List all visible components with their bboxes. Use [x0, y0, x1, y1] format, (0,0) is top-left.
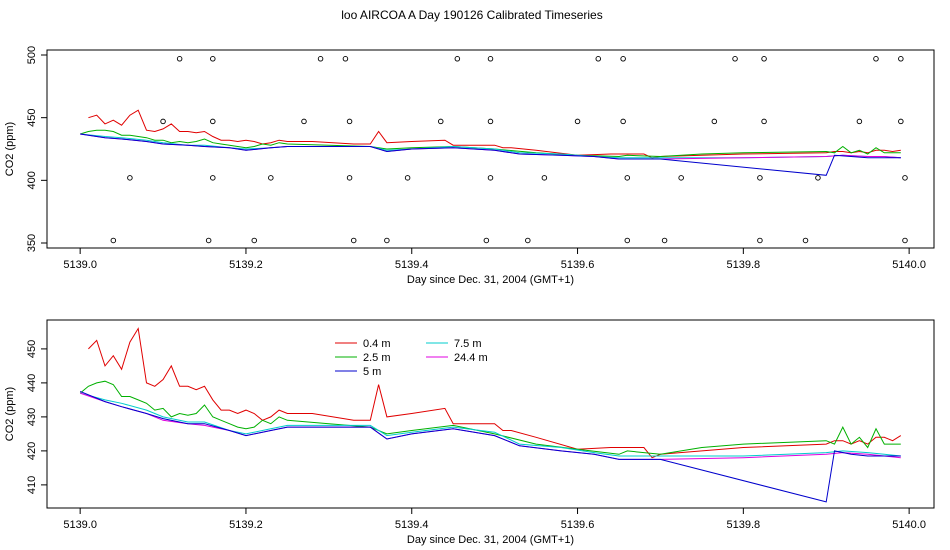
scatter-point — [438, 118, 444, 125]
y-tick-label: 440 — [26, 374, 38, 392]
x-tick-label: 5140.0 — [892, 519, 926, 531]
scatter-point — [525, 237, 531, 244]
series-line-blue — [80, 133, 901, 176]
scatter-point — [487, 56, 494, 62]
x-tick-label: 5140.0 — [892, 259, 926, 271]
scatter-point — [251, 237, 257, 244]
scatter-point — [127, 175, 133, 181]
scatter-point — [815, 175, 821, 181]
scatter-point — [454, 56, 461, 62]
scatter-point — [346, 175, 353, 181]
scatter-point — [384, 237, 390, 244]
x-tick-label: 5139.4 — [395, 259, 429, 271]
plot-frame — [46, 49, 935, 249]
y-tick-label: 420 — [26, 442, 38, 460]
plot-area — [80, 56, 908, 244]
scatter-point — [210, 56, 216, 62]
legend-label: 0.4 m — [363, 338, 391, 350]
scatter-point — [856, 118, 863, 125]
scatter-point — [301, 118, 307, 125]
series-line-green — [80, 129, 901, 158]
y-tick-label: 350 — [26, 234, 38, 252]
scatter-point — [541, 175, 548, 181]
scatter-point — [802, 237, 809, 244]
scatter-point — [487, 118, 494, 125]
scatter-point — [595, 56, 602, 62]
scatter-point — [404, 175, 411, 181]
y-tick-label: 500 — [26, 46, 38, 64]
x-tick-label: 5139.4 — [395, 519, 429, 531]
y-tick-label: 430 — [26, 408, 38, 426]
scatter-point — [210, 175, 216, 181]
x-tick-label: 5139.6 — [561, 519, 595, 531]
x-tick-label: 5139.0 — [63, 519, 97, 531]
y-tick-label: 400 — [26, 171, 38, 189]
series-line-red — [88, 327, 902, 459]
legend-label: 7.5 m — [454, 338, 482, 350]
scatter-point — [317, 56, 324, 62]
x-tick-label: 5139.2 — [229, 259, 263, 271]
scatter-point — [761, 118, 767, 125]
series-line-cyan — [80, 133, 901, 159]
legend-label: 2.5 m — [363, 352, 391, 364]
series-line-red — [88, 109, 901, 159]
scatter-point — [268, 175, 274, 181]
y-tick-label: 450 — [26, 108, 38, 126]
y-tick-label: 410 — [26, 476, 38, 494]
y-axis-label: CO2 (ppm) — [4, 387, 16, 441]
scatter-point — [898, 56, 904, 62]
scatter-point — [732, 56, 738, 62]
scatter-point — [898, 118, 904, 125]
scatter-point — [342, 56, 349, 62]
series-line-magenta — [80, 392, 901, 460]
y-axis-label: CO2 (ppm) — [4, 122, 16, 176]
series-line-cyan — [80, 392, 901, 457]
scatter-point — [902, 237, 908, 244]
plot-frame — [46, 319, 935, 509]
scatter-point — [711, 118, 718, 125]
x-axis-label: Day since Dec. 31, 2004 (GMT+1) — [407, 274, 574, 286]
scatter-point — [661, 237, 668, 244]
scatter-point — [205, 237, 212, 244]
scatter-point — [757, 175, 763, 181]
y-tick-label: 450 — [26, 340, 38, 358]
x-tick-label: 5139.6 — [561, 259, 595, 271]
x-tick-label: 5139.8 — [727, 519, 761, 531]
series-line-blue — [80, 390, 901, 503]
scatter-point — [873, 56, 879, 62]
scatter-point — [110, 237, 117, 244]
scatter-point — [620, 118, 626, 125]
legend: 0.4 m 2.5 m 5 m 7.5 m 24.4 m — [335, 338, 488, 378]
x-tick-label: 5139.8 — [727, 259, 761, 271]
scatter-point — [902, 175, 908, 181]
x-tick-label: 5139.2 — [229, 519, 263, 531]
figure-title: loo AIRCOA A Day 190126 Calibrated Times… — [341, 8, 602, 22]
scatter-point — [487, 175, 494, 181]
scatter-point — [620, 56, 626, 62]
legend-label: 5 m — [363, 366, 381, 378]
scatter-point — [483, 237, 490, 244]
legend-label: 24.4 m — [454, 352, 488, 364]
scatter-point — [757, 237, 763, 244]
x-tick-label: 5139.0 — [63, 259, 97, 271]
scatter-point — [574, 118, 581, 125]
x-axis-label: Day since Dec. 31, 2004 (GMT+1) — [407, 534, 574, 546]
series-line-green — [79, 380, 901, 455]
scatter-point — [176, 56, 183, 62]
scatter-point — [346, 118, 353, 125]
timeseries-panel-top: 5139.0 5139.2 5139.4 5139.6 5139.8 5140.0 350 4… — [4, 46, 935, 286]
scatter-point — [761, 56, 767, 62]
scatter-point — [624, 237, 631, 244]
scatter-point — [624, 175, 631, 181]
scatter-point — [210, 118, 216, 125]
scatter-point — [350, 237, 357, 244]
timeseries-panel-bottom: 5139.0 5139.2 5139.4 5139.6 5139.8 5140.0 410 4… — [4, 319, 935, 546]
scatter-point — [678, 175, 684, 181]
plot-area — [79, 327, 902, 503]
scatter-point — [160, 118, 166, 125]
